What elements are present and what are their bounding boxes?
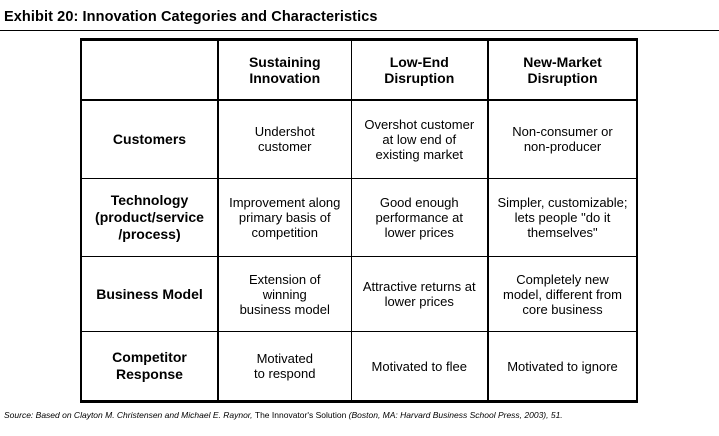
table-cell: Motivated to respond bbox=[217, 331, 352, 403]
table-row: Competitor Response Motivated to respond… bbox=[80, 331, 638, 403]
column-header-sustaining: Sustaining Innovation bbox=[217, 38, 352, 101]
table-cell: Motivated to flee bbox=[350, 331, 489, 403]
table-row: Customers Undershot customer Overshot cu… bbox=[80, 99, 638, 179]
table-corner-cell bbox=[80, 38, 219, 101]
source-prefix: Source: Based on Clayton M. Christensen … bbox=[4, 410, 255, 420]
row-header-competitor-response: Competitor Response bbox=[80, 331, 219, 403]
table-cell: Motivated to ignore bbox=[487, 331, 638, 403]
row-header-technology: Technology (product/service /process) bbox=[80, 178, 219, 257]
row-header-business-model: Business Model bbox=[80, 256, 219, 332]
innovation-table: Sustaining Innovation Low-End Disruption… bbox=[80, 38, 638, 403]
table-cell: Good enough performance at lower prices bbox=[350, 178, 489, 257]
table-cell: Simpler, customizable; lets people "do i… bbox=[487, 178, 638, 257]
table-cell: Undershot customer bbox=[217, 99, 352, 179]
source-note: Source: Based on Clayton M. Christensen … bbox=[4, 410, 563, 420]
table-cell: Completely new model, different from cor… bbox=[487, 256, 638, 332]
table-row: Business Model Extension of winning busi… bbox=[80, 256, 638, 332]
column-header-new-market: New-Market Disruption bbox=[487, 38, 638, 101]
table-cell: Extension of winning business model bbox=[217, 256, 352, 332]
source-suffix: (Boston, MA: Harvard Business School Pre… bbox=[346, 410, 563, 420]
table-cell: Attractive returns at lower prices bbox=[350, 256, 489, 332]
column-header-low-end: Low-End Disruption bbox=[350, 38, 489, 101]
table-row: Technology (product/service /process) Im… bbox=[80, 178, 638, 257]
table-cell: Non-consumer or non-producer bbox=[487, 99, 638, 179]
table-header-row: Sustaining Innovation Low-End Disruption… bbox=[80, 38, 638, 101]
table-cell: Overshot customer at low end of existing… bbox=[350, 99, 489, 179]
source-book-title: The Innovator's Solution bbox=[254, 410, 347, 420]
title-rule bbox=[0, 30, 719, 31]
row-header-customers: Customers bbox=[80, 99, 219, 179]
table-cell: Improvement along primary basis of compe… bbox=[217, 178, 352, 257]
exhibit-title: Exhibit 20: Innovation Categories and Ch… bbox=[4, 9, 378, 25]
